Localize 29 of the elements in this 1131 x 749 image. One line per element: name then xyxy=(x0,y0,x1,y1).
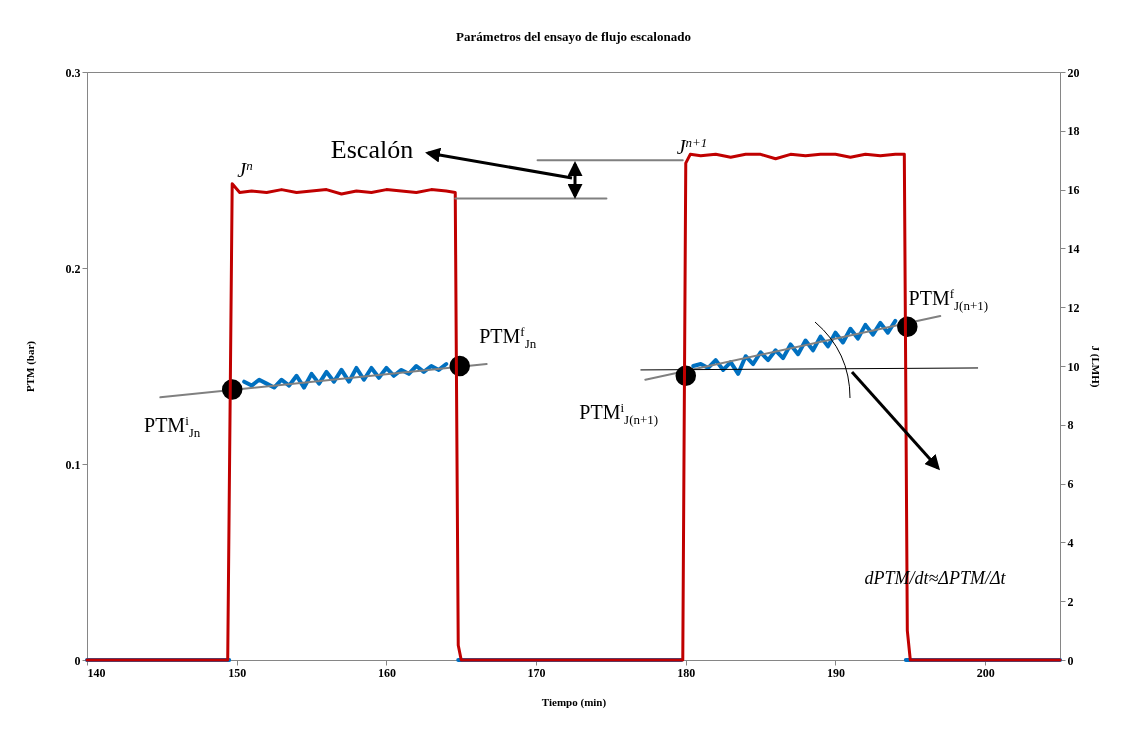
x-tick-label: 150 xyxy=(228,665,247,680)
y2-tick-label: 8 xyxy=(1067,418,1074,433)
y2-tick-label: 18 xyxy=(1067,124,1080,139)
y2-tick-label: 14 xyxy=(1067,241,1080,256)
y-tick-label: 0.3 xyxy=(65,65,81,80)
y2-tick-label: 20 xyxy=(1067,65,1080,80)
y-axis-title: PTM (bar) xyxy=(23,340,37,393)
x-tick-label: 190 xyxy=(826,665,845,680)
y2-tick-label: 2 xyxy=(1067,594,1074,609)
y2-tick-label: 16 xyxy=(1067,183,1080,198)
y2-tick-label: 6 xyxy=(1067,477,1074,492)
x-tick-label: 170 xyxy=(527,665,546,680)
y-tick-label: 0.1 xyxy=(65,457,81,472)
annotation: Escalón xyxy=(330,135,414,165)
y2-tick-label: 12 xyxy=(1067,300,1080,315)
x-tick-label: 160 xyxy=(377,665,396,680)
y2-tick-label: 10 xyxy=(1067,359,1080,374)
chart-title: Parámetros del ensayo de flujo escalonado xyxy=(456,29,691,44)
x-axis-title: Tiempo (min) xyxy=(541,695,607,709)
y2-tick-label: 0 xyxy=(1067,653,1074,668)
y2-axis-title: J (LMH) xyxy=(1088,345,1102,388)
annotation: J$^{n+1}$ xyxy=(676,134,708,160)
x-tick-label: 180 xyxy=(677,665,696,680)
y2-tick-label: 4 xyxy=(1067,535,1074,550)
y-tick-label: 0 xyxy=(74,653,81,668)
x-tick-label: 140 xyxy=(87,665,106,680)
y-tick-label: 0.2 xyxy=(65,261,81,276)
x-tick-label: 200 xyxy=(976,665,995,680)
annotation: J$^{n}$ xyxy=(237,157,253,183)
